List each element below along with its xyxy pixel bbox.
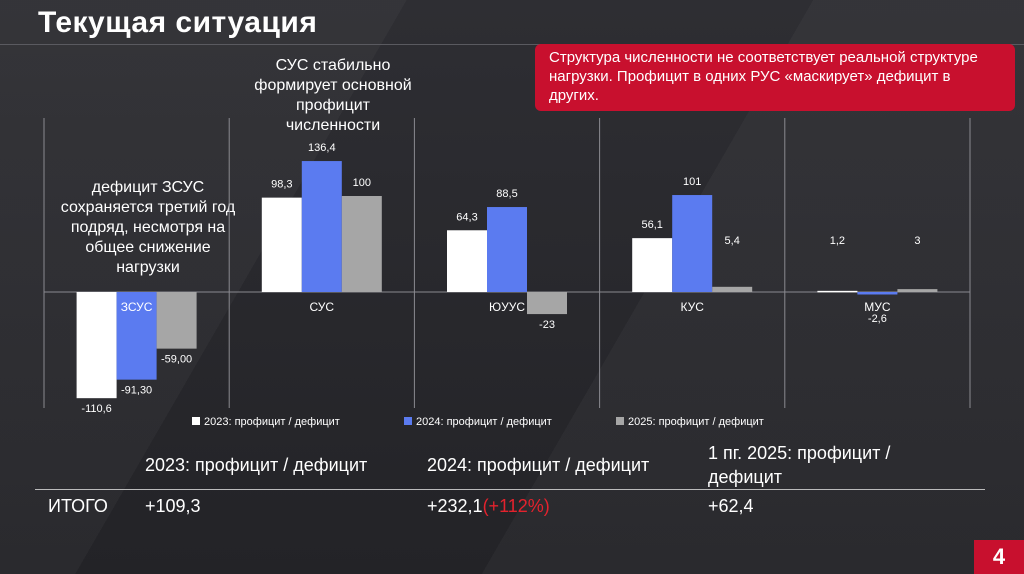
category-label: КУС: [680, 300, 704, 314]
note-sus: СУС стабильно формирует основной профици…: [254, 57, 412, 134]
total-2024: +232,1: [427, 496, 483, 516]
data-label: 100: [353, 177, 371, 189]
bar-СУС-0: [261, 197, 302, 292]
total-2023: +109,3: [145, 496, 201, 516]
data-label: -23: [539, 319, 555, 331]
data-label: 101: [683, 176, 701, 188]
data-label: 64,3: [456, 211, 477, 223]
note-zsus: дефицит ЗСУС сохраняется третий год подр…: [60, 179, 236, 276]
table-header-2023: 2023: профицит / дефицит: [145, 455, 368, 475]
bar-КУС-1: [672, 195, 713, 292]
page-title: Текущая ситуация: [38, 6, 318, 39]
title-divider: [0, 44, 1024, 45]
bar-КУС-2: [712, 286, 753, 292]
legend-swatch: [404, 417, 412, 425]
total-2024-pct: (+112%): [482, 496, 550, 516]
bar-ЗСУС-0: [76, 292, 117, 399]
bar-ЗСУС-1: [116, 292, 157, 380]
bar-МУС-2: [897, 289, 938, 292]
bar-ЗСУС-2: [156, 292, 197, 349]
data-label: 56,1: [641, 219, 662, 231]
bar-chart: -110,6 -91,30 -59,00 ЗСУС 98,3 136,4 100 СУС 64,…: [43, 118, 971, 428]
total-2025: +62,4: [708, 496, 754, 516]
legend-swatch: [616, 417, 624, 425]
data-label: -59,00: [161, 354, 192, 366]
table-row-label: ИТОГО: [48, 496, 108, 516]
data-label: -91,30: [121, 385, 152, 397]
table-header-2024: 2024: профицит / дефицит: [427, 455, 650, 475]
total-2024-wrap: +232,1(+112%): [427, 496, 550, 517]
bar-ЮУУС-1: [487, 207, 527, 292]
legend-swatch: [192, 417, 200, 425]
bar-МУС-0: [817, 290, 858, 293]
data-label: 98,3: [271, 179, 292, 191]
callout-box: Структура численности не соответствует р…: [535, 44, 1015, 111]
category-label: ЗСУС: [121, 300, 153, 314]
bar-КУС-0: [632, 238, 673, 292]
legend-label: 2023: профицит / дефицит: [204, 416, 340, 428]
data-label: 1,2: [830, 235, 845, 247]
bar-СУС-1: [301, 161, 342, 292]
legend-label: 2024: профицит / дефицит: [416, 416, 552, 428]
bar-СУС-2: [341, 196, 382, 292]
category-label: СУС: [310, 300, 335, 314]
data-label: 3: [914, 235, 920, 247]
bar-ЮУУС-0: [447, 230, 487, 292]
table-divider: [35, 489, 985, 490]
table-header-2025: 1 пг. 2025: профицит / дефицит: [708, 443, 891, 487]
data-label: -110,6: [81, 403, 111, 415]
category-label: ЮУУС: [489, 300, 525, 314]
legend-label: 2025: профицит / дефицит: [628, 416, 764, 428]
category-label: МУС: [864, 300, 891, 314]
data-label: 136,4: [308, 142, 336, 154]
bar-МУС-1: [857, 292, 898, 295]
bar-ЮУУС-2: [527, 292, 567, 315]
data-label: 5,4: [725, 235, 740, 247]
data-label: -2,6: [868, 313, 887, 325]
data-label: 88,5: [496, 188, 517, 200]
page-number: 4: [974, 540, 1024, 574]
